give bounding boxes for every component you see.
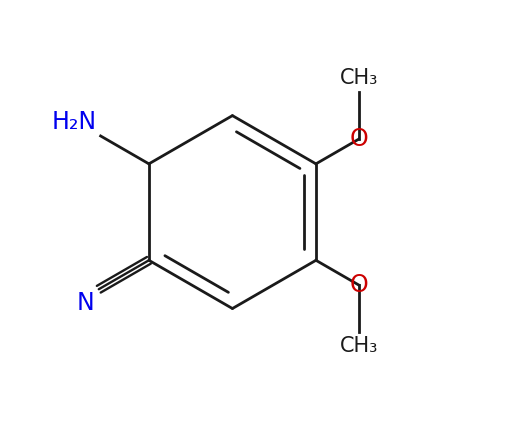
- Text: O: O: [349, 127, 368, 151]
- Text: O: O: [349, 273, 368, 297]
- Text: N: N: [77, 291, 95, 316]
- Text: CH₃: CH₃: [339, 336, 378, 357]
- Text: CH₃: CH₃: [339, 68, 378, 88]
- Text: H₂N: H₂N: [52, 110, 97, 134]
